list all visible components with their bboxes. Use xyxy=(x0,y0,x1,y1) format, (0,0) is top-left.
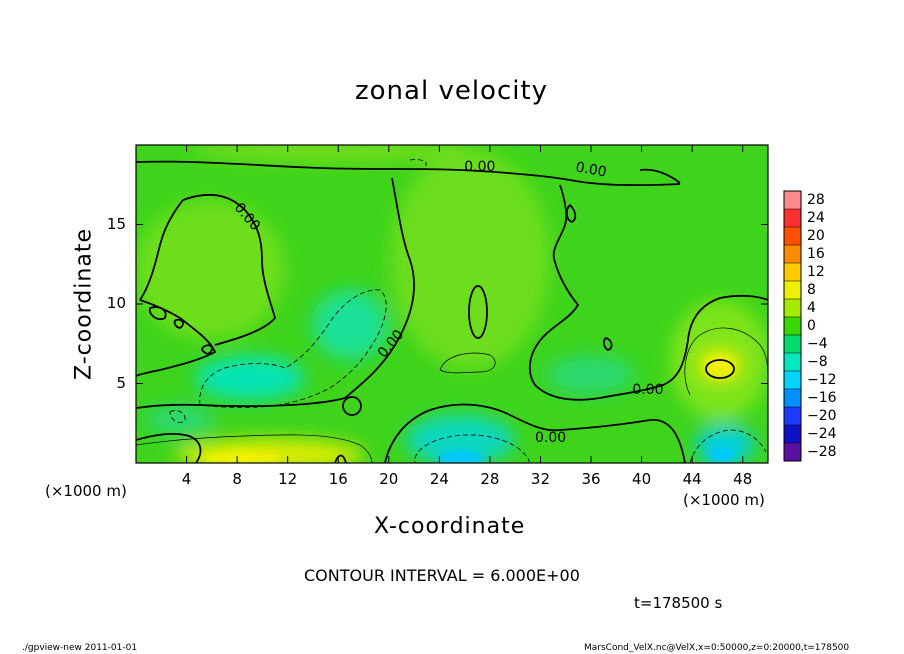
contour-label: 0.00 xyxy=(632,381,664,398)
colorbar-swatch xyxy=(784,317,801,335)
colorbar-frame xyxy=(783,190,802,462)
y-tick-label: 5 xyxy=(116,373,126,392)
colorbar-swatch xyxy=(784,425,801,443)
y-tick-label: 10 xyxy=(106,294,126,312)
contour-interval: CONTOUR INTERVAL = 6.000E+00 xyxy=(304,566,580,585)
y-axis-label: Z-coordinate xyxy=(71,228,97,380)
colorbar-label: −4 xyxy=(807,336,828,352)
x-tick-label: 36 xyxy=(581,470,601,488)
footer-left: ./gpview-new 2011-01-01 xyxy=(22,643,138,653)
colorbar xyxy=(783,190,802,462)
colorbar-swatch xyxy=(784,209,801,227)
colorbar-label: −16 xyxy=(807,390,837,406)
colorbar-swatch xyxy=(784,245,801,263)
chart-title: zonal velocity xyxy=(355,76,549,106)
x-tick-label: 16 xyxy=(328,470,348,488)
colorbar-label: 12 xyxy=(807,264,825,280)
colorbar-label: 8 xyxy=(807,282,816,298)
colorbar-swatch xyxy=(784,443,801,461)
colorbar-label: 20 xyxy=(807,228,825,244)
y-tick-label: 15 xyxy=(106,214,126,233)
colorbar-swatch xyxy=(784,335,801,353)
contour-label: 0.00 xyxy=(534,429,567,446)
colorbar-swatch xyxy=(784,281,801,299)
x-tick-label: 32 xyxy=(530,470,551,488)
colorbar-label: 16 xyxy=(807,246,825,262)
colorbar-swatch xyxy=(784,191,801,209)
x-tick-label: 8 xyxy=(232,470,242,488)
x-tick-label: 12 xyxy=(278,470,298,488)
x-tick-label: 20 xyxy=(379,470,399,488)
x-tick-label: 4 xyxy=(181,470,192,488)
colorbar-swatch xyxy=(784,353,801,371)
colorbar-swatch xyxy=(784,299,801,317)
colorbar-label: −20 xyxy=(807,408,837,424)
x-tick-label: 44 xyxy=(682,470,702,488)
colorbar-label: 0 xyxy=(807,318,816,334)
time-label: t=178500 s xyxy=(634,594,723,612)
x-tick-label: 28 xyxy=(480,470,500,488)
x-ticks xyxy=(186,145,744,463)
contour-label: 0.00 xyxy=(464,159,496,176)
colorbar-swatch xyxy=(784,407,801,425)
colorbar-label: −28 xyxy=(807,444,837,460)
x-unit-label: (×1000 m) xyxy=(683,491,765,509)
x-tick-label: 24 xyxy=(429,470,449,488)
colorbar-swatch xyxy=(784,227,801,245)
x-axis-label: X-coordinate xyxy=(374,514,526,539)
colorbar-label: 4 xyxy=(807,300,816,316)
x-tick-label: 40 xyxy=(632,470,652,488)
y-ticks xyxy=(136,224,768,384)
colorbar-label: 24 xyxy=(807,210,825,226)
colorbar-label: −8 xyxy=(807,354,828,370)
colorbar-swatch xyxy=(784,371,801,389)
colorbar-swatch xyxy=(784,389,801,407)
velocity-field xyxy=(136,145,768,463)
colorbar-label: −24 xyxy=(807,426,837,442)
colorbar-label: −12 xyxy=(807,372,837,388)
colorbar-label: 28 xyxy=(807,192,825,208)
colorbar-swatch xyxy=(784,263,801,281)
x-tick-label: 48 xyxy=(733,470,753,488)
z-unit-label: (×1000 m) xyxy=(45,482,127,500)
footer-right: MarsCond_VelX.nc@VelX,x=0:50000,z=0:2000… xyxy=(584,643,850,653)
